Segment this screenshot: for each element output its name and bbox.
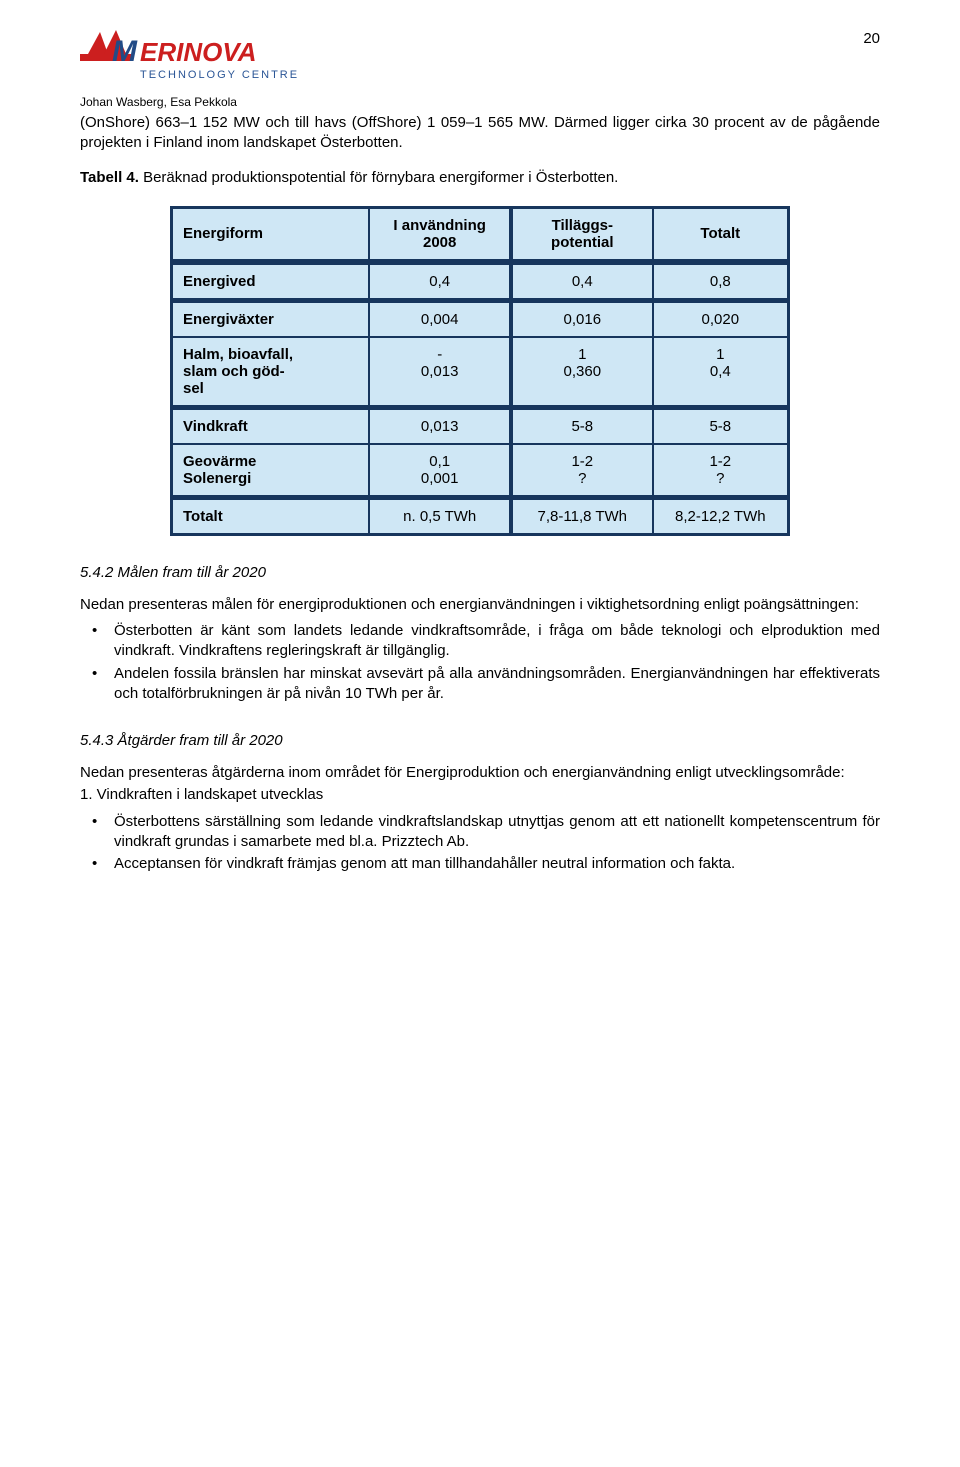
table-row: Energived 0,4 0,4 0,8 — [170, 262, 790, 300]
table-row: Energiväxter 0,004 0,016 0,020 — [170, 300, 790, 338]
table-caption-text: Beräknad produktionspotential för förnyb… — [139, 169, 618, 186]
table-header-row: Energiform I användning 2008 Tilläggs- p… — [170, 206, 790, 262]
table-row: Geovärme Solenergi 0,1 0,001 1-2 ? 1-2 ? — [170, 445, 790, 497]
section-542-intro: Nedan presenteras målen för energiproduk… — [80, 595, 880, 615]
cell: 0,8 — [654, 262, 790, 300]
list-item: Acceptansen för vindkraft främjas genom … — [114, 854, 880, 874]
col-header-usage: I användning 2008 — [368, 206, 511, 262]
cell: 0,004 — [368, 300, 511, 338]
cell: - 0,013 — [368, 338, 511, 407]
section-543-numbered-item: 1. Vindkraften i landskapet utvecklas — [80, 785, 880, 805]
row-label: Energived — [170, 262, 368, 300]
header: M ERINOVA TECHNOLOGY CENTRE — [80, 30, 880, 89]
col-header-energiform: Energiform — [170, 206, 368, 262]
row-label: Geovärme Solenergi — [170, 445, 368, 497]
page-number: 20 — [863, 30, 880, 47]
cell: 0,020 — [654, 300, 790, 338]
authors-line: Johan Wasberg, Esa Pekkola — [80, 95, 880, 109]
row-label: Totalt — [170, 497, 368, 536]
table-caption: Tabell 4. Beräknad produktionspotential … — [80, 168, 880, 188]
col-header-total: Totalt — [654, 206, 790, 262]
row-label: Vindkraft — [170, 407, 368, 445]
cell: 1-2 ? — [511, 445, 654, 497]
list-item: Österbotten är känt som landets ledande … — [114, 621, 880, 662]
cell: 5-8 — [511, 407, 654, 445]
cell: 0,1 0,001 — [368, 445, 511, 497]
cell: 1-2 ? — [654, 445, 790, 497]
cell: 0,4 — [368, 262, 511, 300]
table-row-total: Totalt n. 0,5 TWh 7,8-11,8 TWh 8,2-12,2 … — [170, 497, 790, 536]
cell: n. 0,5 TWh — [368, 497, 511, 536]
section-542-bullets: Österbotten är känt som landets ledande … — [80, 621, 880, 704]
table-row: Vindkraft 0,013 5-8 5-8 — [170, 407, 790, 445]
list-item: Österbottens särställning som ledande vi… — [114, 812, 880, 853]
col-header-additional: Tilläggs- potential — [511, 206, 654, 262]
merinova-logo: M ERINOVA TECHNOLOGY CENTRE — [80, 30, 310, 89]
svg-text:M: M — [112, 35, 138, 68]
cell: 7,8-11,8 TWh — [511, 497, 654, 536]
table-row: Halm, bioavfall, slam och göd- sel - 0,0… — [170, 338, 790, 407]
cell: 0,4 — [511, 262, 654, 300]
table-caption-label: Tabell 4. — [80, 169, 139, 186]
cell: 8,2-12,2 TWh — [654, 497, 790, 536]
cell: 0,016 — [511, 300, 654, 338]
svg-text:ERINOVA: ERINOVA — [140, 37, 257, 67]
cell: 1 0,4 — [654, 338, 790, 407]
section-543-title: 5.4.3 Åtgärder fram till år 2020 — [80, 732, 880, 749]
list-item: Andelen fossila bränslen har minskat avs… — [114, 664, 880, 705]
section-543-intro: Nedan presenteras åtgärderna inom område… — [80, 763, 880, 783]
row-label: Halm, bioavfall, slam och göd- sel — [170, 338, 368, 407]
intro-paragraph: (OnShore) 663–1 152 MW och till havs (Of… — [80, 113, 880, 154]
row-label: Energiväxter — [170, 300, 368, 338]
section-542-title: 5.4.2 Målen fram till år 2020 — [80, 564, 880, 581]
energy-table: Energiform I användning 2008 Tilläggs- p… — [170, 206, 790, 536]
cell: 0,013 — [368, 407, 511, 445]
cell: 1 0,360 — [511, 338, 654, 407]
svg-text:TECHNOLOGY CENTRE: TECHNOLOGY CENTRE — [140, 69, 299, 81]
cell: 5-8 — [654, 407, 790, 445]
section-543-bullets: Österbottens särställning som ledande vi… — [80, 812, 880, 875]
